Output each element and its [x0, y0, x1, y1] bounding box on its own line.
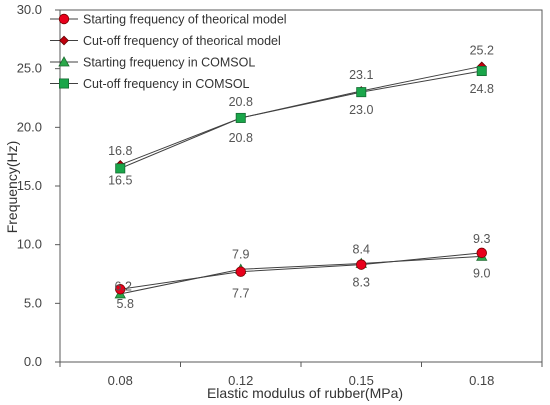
- data-label: 7.9: [232, 247, 249, 261]
- data-point-square: [235, 112, 246, 123]
- y-tick-label: 30.0: [17, 2, 42, 17]
- data-label: 8.3: [353, 276, 370, 290]
- x-tick-label: 0.15: [349, 373, 374, 388]
- data-label: 20.8: [229, 131, 253, 145]
- x-axis-label: Elastic modulus of rubber(MPa): [207, 385, 403, 401]
- y-tick-label: 25.0: [17, 61, 42, 76]
- legend-label: Cut-off frequency of theorical model: [83, 34, 281, 48]
- data-label: 16.8: [108, 144, 132, 158]
- legend-label: Starting frequency of theorical model: [83, 13, 287, 27]
- legend-marker-circle: [58, 13, 70, 25]
- legend-marker-square: [59, 78, 70, 89]
- y-axis-ticks: 0.0 5.0 10.0 15.0 20.0 25.0 30.0: [17, 2, 60, 369]
- data-point-circle: [476, 247, 487, 259]
- data-point-square: [115, 163, 126, 174]
- data-label: 23.0: [349, 103, 373, 117]
- series-line-2: [120, 65, 482, 166]
- legend-label: Starting frequency in COMSOL: [83, 56, 255, 70]
- data-label: 9.0: [473, 266, 490, 280]
- series-line-1: [120, 252, 482, 290]
- data-label: 5.8: [117, 297, 134, 311]
- y-tick-label: 10.0: [17, 237, 42, 252]
- y-tick-label: 5.0: [24, 295, 42, 310]
- data-point-circle: [115, 284, 126, 295]
- data-label: 8.4: [353, 242, 370, 256]
- series-line-3: [120, 255, 482, 295]
- data-label: 16.5: [108, 173, 132, 187]
- legend: Starting frequency of theorical model Cut…: [50, 13, 287, 91]
- data-label: 7.7: [232, 287, 249, 301]
- data-label: 24.8: [470, 82, 494, 96]
- y-tick-label: 0.0: [24, 354, 42, 369]
- data-label: 6.2: [115, 279, 132, 293]
- series-lines: [120, 65, 482, 295]
- x-tick-label: 0.12: [228, 373, 253, 388]
- y-tick-label: 15.0: [17, 178, 42, 193]
- data-label: 25.2: [470, 43, 494, 57]
- data-labels: 16.8 20.8 23.1 25.2 16.5 20.8 23.0 24.8 6.2 9.3 5.…: [108, 43, 494, 311]
- data-point-square: [476, 66, 487, 77]
- data-label: 9.3: [473, 232, 490, 246]
- data-point-circle: [235, 266, 246, 277]
- x-tick-label: 0.18: [469, 373, 494, 388]
- legend-marker-diamond: [59, 35, 69, 46]
- legend-label: Cut-off frequency in COMSOL: [83, 77, 250, 91]
- data-point-square: [356, 87, 367, 98]
- data-point-circle: [356, 259, 367, 270]
- y-tick-label: 20.0: [17, 119, 42, 134]
- x-axis-ticks: 0.08 0.12 0.15 0.18: [59, 362, 543, 388]
- data-label: 20.8: [229, 95, 253, 109]
- series-markers: [114, 61, 488, 299]
- series-line-4: [120, 70, 482, 169]
- x-tick-label: 0.08: [108, 373, 133, 388]
- y-axis-label: Frequency(Hz): [4, 141, 20, 234]
- data-label: 23.1: [349, 68, 373, 82]
- legend-marker-triangle: [58, 56, 70, 67]
